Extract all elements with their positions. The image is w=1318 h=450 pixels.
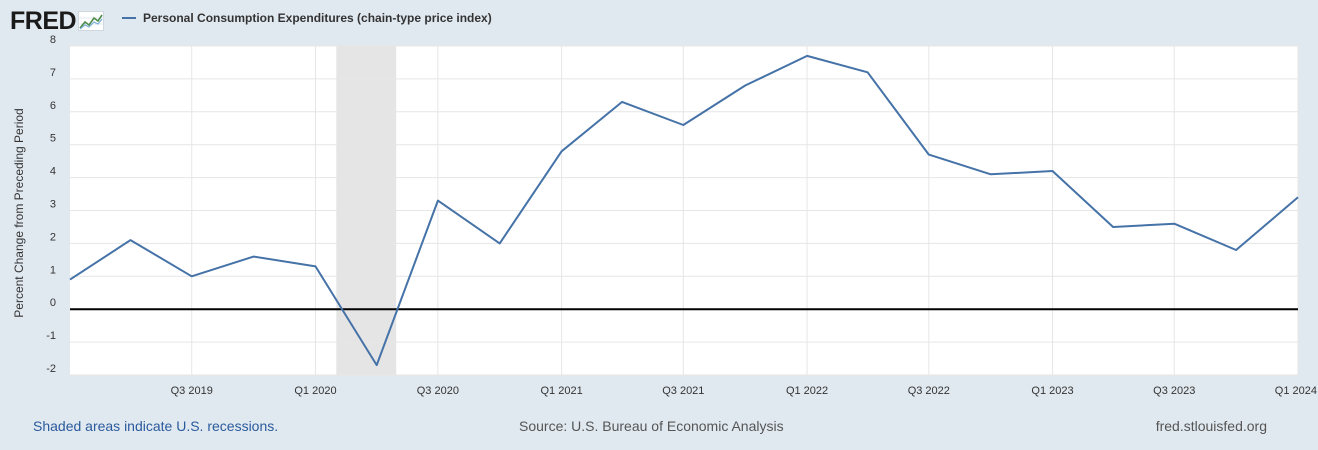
x-tick-label: Q1 2023 bbox=[1031, 385, 1073, 397]
x-tick-label: Q1 2022 bbox=[786, 385, 828, 397]
data-point[interactable] bbox=[250, 253, 258, 261]
legend-label: Personal Consumption Expenditures (chain… bbox=[143, 11, 492, 25]
y-tick-label: 8 bbox=[50, 34, 56, 46]
y-tick-label: 4 bbox=[50, 166, 56, 178]
data-point[interactable] bbox=[1232, 246, 1240, 254]
y-tick-label: -2 bbox=[46, 363, 56, 375]
data-point[interactable] bbox=[496, 239, 504, 247]
x-tick-label: Q1 2024 bbox=[1275, 385, 1317, 397]
data-point[interactable] bbox=[679, 121, 687, 129]
data-point[interactable] bbox=[987, 170, 995, 178]
legend-swatch bbox=[122, 17, 136, 19]
data-point[interactable] bbox=[188, 272, 196, 280]
y-tick-label: 3 bbox=[50, 199, 56, 211]
site-url[interactable]: fred.stlouisfed.org bbox=[1155, 418, 1267, 434]
chart-header: FRED Personal Consumption Expenditures (… bbox=[0, 0, 1318, 40]
data-point[interactable] bbox=[311, 262, 319, 270]
data-point[interactable] bbox=[1294, 193, 1302, 201]
series-line[interactable] bbox=[69, 54, 1299, 367]
data-point[interactable] bbox=[66, 276, 74, 284]
x-tick-label: Q1 2021 bbox=[541, 385, 583, 397]
data-point[interactable] bbox=[1170, 220, 1178, 228]
x-tick-label: Q3 2022 bbox=[908, 385, 950, 397]
x-tick-label: Q3 2021 bbox=[662, 385, 704, 397]
data-point[interactable] bbox=[434, 197, 442, 205]
data-point[interactable] bbox=[127, 236, 135, 244]
line-chart: 8 7 6 5 4 3 2 1 0 -1 -2 Q3 2019 Q1 2020 Q3 2020 Q1 20… bbox=[46, 34, 1317, 397]
y-tick-label: 2 bbox=[50, 231, 56, 243]
y-tick-label: -1 bbox=[46, 330, 56, 342]
y-tick-label: 5 bbox=[50, 133, 56, 145]
x-tick-label: Q1 2020 bbox=[294, 385, 336, 397]
x-tick-label: Q3 2023 bbox=[1153, 385, 1195, 397]
fred-logo-text: FRED bbox=[10, 7, 77, 35]
fred-logo[interactable]: FRED bbox=[10, 7, 105, 35]
y-tick-label: 0 bbox=[50, 297, 56, 309]
x-tick-label: Q3 2020 bbox=[417, 385, 459, 397]
data-point[interactable] bbox=[864, 68, 872, 76]
data-point[interactable] bbox=[1109, 223, 1117, 231]
data-point[interactable] bbox=[618, 98, 626, 106]
trend-line-icon bbox=[78, 11, 105, 31]
x-tick-label: Q3 2019 bbox=[171, 385, 213, 397]
y-tick-label: 6 bbox=[50, 100, 56, 112]
y-tick-label: 1 bbox=[50, 264, 56, 276]
chart-legend: Personal Consumption Expenditures (chain… bbox=[122, 11, 492, 25]
data-point[interactable] bbox=[803, 52, 811, 60]
data-point[interactable] bbox=[1049, 167, 1057, 175]
data-point[interactable] bbox=[925, 151, 933, 159]
recession-note-link[interactable]: Shaded areas indicate U.S. recessions. bbox=[33, 418, 279, 434]
y-tick-label: 7 bbox=[50, 67, 56, 79]
data-point[interactable] bbox=[373, 361, 381, 369]
chart-footer: Shaded areas indicate U.S. recessions. S… bbox=[0, 415, 1318, 439]
data-point[interactable] bbox=[741, 81, 749, 89]
source-text: Source: U.S. Bureau of Economic Analysis bbox=[519, 418, 784, 434]
data-point[interactable] bbox=[558, 147, 566, 155]
